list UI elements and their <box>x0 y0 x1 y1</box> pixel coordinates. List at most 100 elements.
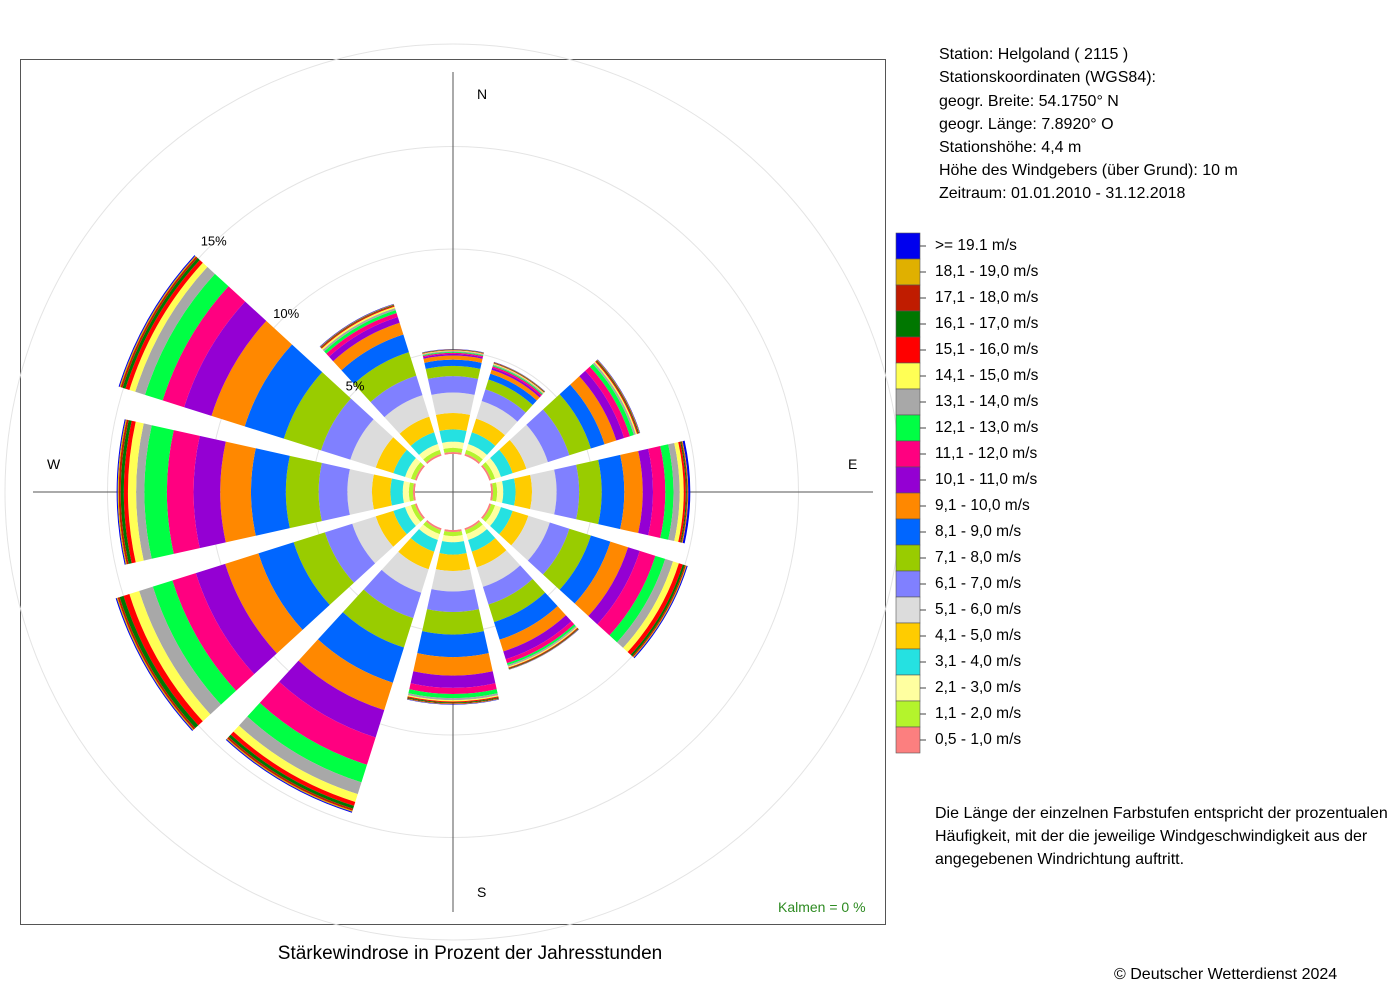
sector-150 <box>464 520 579 670</box>
sector-segment <box>324 310 397 354</box>
sector-segment <box>526 409 570 463</box>
legend-label: 11,1 - 12,0 m/s <box>935 445 1038 462</box>
legend-swatch <box>895 466 921 494</box>
legend-swatch <box>895 518 921 546</box>
sector-segment <box>488 578 546 623</box>
sector-segment <box>668 442 680 542</box>
sector-segment <box>682 440 691 544</box>
legend-label: 3,1 - 4,0 m/s <box>935 653 1022 670</box>
sector-segment <box>220 441 256 543</box>
sector-segment <box>406 699 500 705</box>
sector-segment <box>125 259 203 390</box>
sector-segment <box>152 580 237 705</box>
sector-90 <box>490 440 691 544</box>
cardinal-s: S <box>477 884 486 900</box>
sector-60 <box>481 359 641 481</box>
calm-label: Kalmen = 0 % <box>778 899 866 915</box>
sector-segment <box>322 308 396 352</box>
sector-segment <box>293 532 354 605</box>
sector-segment <box>574 541 629 617</box>
sector-segment <box>439 429 467 443</box>
sector-segment <box>530 469 557 515</box>
sector-segment <box>414 503 425 520</box>
sector-segment <box>570 376 617 445</box>
cardinal-n: N <box>477 86 487 102</box>
sector-segment <box>681 441 688 543</box>
sector-300 <box>118 255 425 481</box>
sector-segment <box>423 353 483 359</box>
sector-segment <box>393 507 416 535</box>
sector-segment <box>410 462 424 480</box>
legend-label: 9,1 - 10,0 m/s <box>935 497 1030 514</box>
legend-label: 10,1 - 11,0 m/s <box>935 471 1038 488</box>
sector-segment <box>408 689 498 699</box>
sector-segment <box>399 416 435 446</box>
sector-segment <box>363 569 422 619</box>
sector-segment <box>129 262 208 392</box>
sector-segment <box>422 349 484 353</box>
legend-swatch <box>895 310 921 338</box>
sector-segment <box>375 437 407 474</box>
sector-segment <box>318 462 350 522</box>
sector-segment <box>211 320 292 427</box>
sector-segment <box>482 462 496 480</box>
sector-segment <box>422 349 484 354</box>
sector-segment <box>527 522 570 575</box>
sector-segment <box>128 421 144 563</box>
sector-segment <box>678 441 686 543</box>
sector-segment <box>468 432 496 455</box>
sector-segment <box>597 550 656 636</box>
sector-segment <box>317 612 404 683</box>
sector-segment <box>585 366 631 439</box>
sector-segment <box>491 367 541 398</box>
legend-swatch <box>895 726 921 754</box>
sector-segment <box>144 273 229 401</box>
station-elevation: Stationshöhe: 4,4 m <box>939 139 1082 156</box>
sector-segment <box>407 697 499 704</box>
sector-segment <box>347 469 374 515</box>
copyright: © Deutscher Wetterdienst 2024 <box>1114 966 1338 983</box>
chart-title: Stärkewindrose in Prozent der Jahresstun… <box>277 943 663 964</box>
sector-segment <box>554 464 580 520</box>
legend-swatch <box>895 388 921 416</box>
legend-label: 2,1 - 3,0 m/s <box>935 679 1022 696</box>
sector-segment <box>609 555 666 643</box>
legend-swatch <box>895 440 921 468</box>
sector-segment <box>139 586 221 715</box>
sector-segment <box>410 504 424 522</box>
sector-segment <box>499 440 527 474</box>
sector-segment <box>423 521 441 535</box>
sector-segment <box>410 432 438 455</box>
sector-segment <box>333 322 404 371</box>
sector-segment <box>419 444 440 460</box>
sector-segment <box>481 389 526 422</box>
sector-segment <box>422 350 484 354</box>
sector-segment <box>425 365 481 379</box>
sector-segment <box>405 505 421 526</box>
time-period: Zeitraum: 01.01.2010 - 31.12.2018 <box>939 185 1186 202</box>
sector-segment <box>503 615 572 660</box>
sector-segment <box>407 693 499 701</box>
sector-segment <box>620 450 643 534</box>
sector-segment <box>502 478 516 506</box>
sector-segment <box>492 366 543 396</box>
sector-segment <box>490 507 513 535</box>
sector-segment <box>233 725 358 802</box>
sector-segment <box>422 351 484 357</box>
legend-swatch <box>895 284 921 312</box>
sector-segment <box>184 301 267 416</box>
sector-segment <box>123 594 203 726</box>
sector-segment <box>119 595 199 729</box>
latitude: geogr. Breite: 54.1750° N <box>939 93 1119 110</box>
sector-210 <box>225 520 442 813</box>
sector-segment <box>488 373 537 406</box>
sector-segment <box>285 455 322 529</box>
legend-label: 5,1 - 6,0 m/s <box>935 601 1022 618</box>
sector-segment <box>413 653 493 676</box>
cardinal-w: W <box>47 456 61 472</box>
sector-segment <box>680 441 687 543</box>
sector-segment <box>431 392 475 415</box>
sector-segment <box>505 621 575 664</box>
sector-segment <box>414 464 425 481</box>
